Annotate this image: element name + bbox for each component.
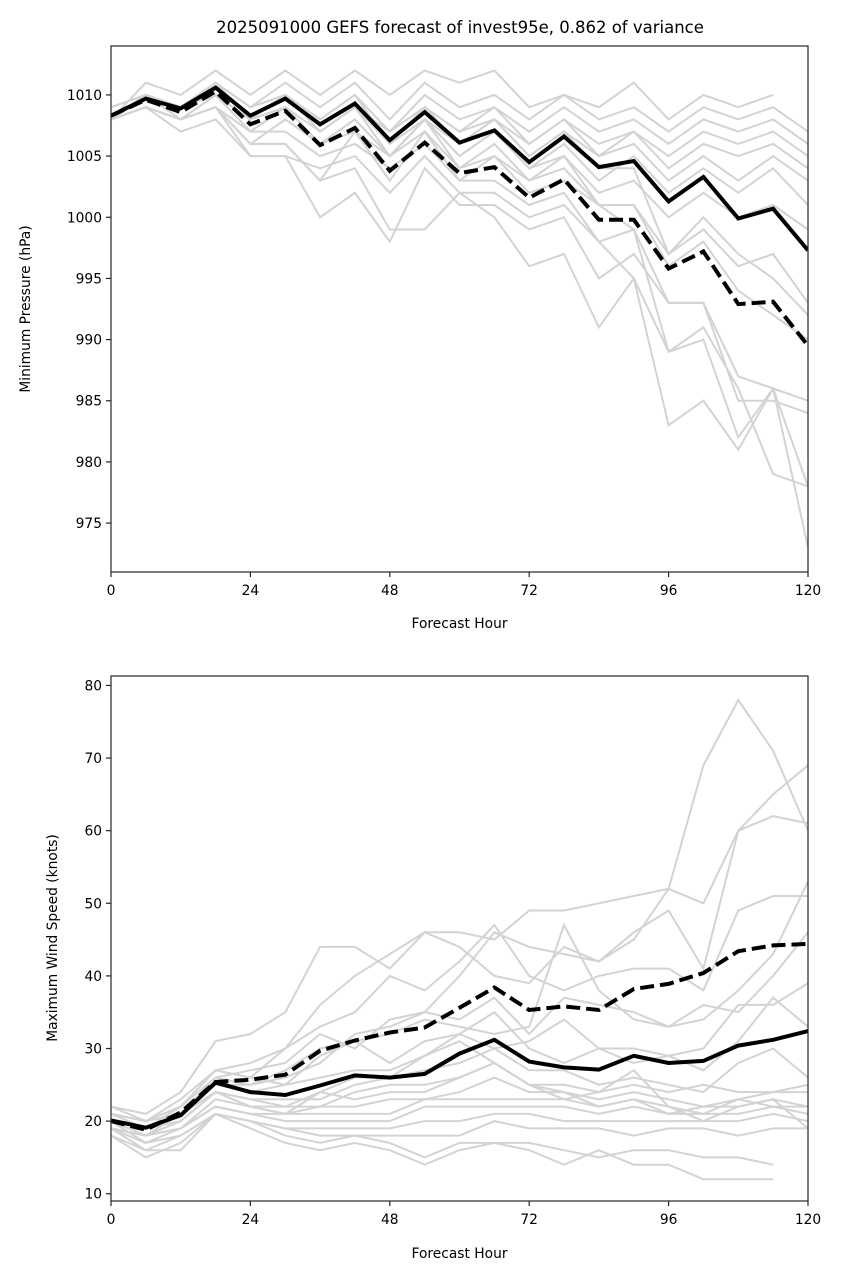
pressure-x-tick-label: 48 <box>381 583 399 599</box>
pressure-y-tick-label: 995 <box>76 271 102 287</box>
pressure-y-tick-label: 1005 <box>67 149 102 165</box>
wind-series-member-16 <box>111 1112 774 1166</box>
wind-x-tick-label: 72 <box>520 1212 538 1228</box>
wind-y-tick-label: 10 <box>84 1187 102 1203</box>
wind-y-tick-label: 80 <box>84 678 102 694</box>
pressure-series-member-11 <box>111 106 808 414</box>
pressure-y-tick-label: 980 <box>76 455 102 471</box>
pressure-y-ticks: 975 980 985 990 995 1000 1005 1010 <box>67 88 111 532</box>
wind-series-member-17 <box>111 1112 774 1181</box>
pressure-x-tick-label: 24 <box>242 583 260 599</box>
wind-series-member-5 <box>111 881 808 1130</box>
pressure-series-mean-solid <box>111 85 808 252</box>
wind-y-tick-label: 30 <box>84 1042 102 1058</box>
pressure-series-member-3 <box>111 81 808 146</box>
wind-y-tick-label: 40 <box>84 969 102 985</box>
pressure-y-tick-label: 1010 <box>67 88 102 104</box>
wind-x-ticks: 0 24 48 72 96 120 <box>107 1201 821 1228</box>
pressure-y-tick-label: 990 <box>76 333 102 349</box>
pressure-y-tick-label: 985 <box>76 394 102 410</box>
wind-series-member-19 <box>111 1040 808 1123</box>
pressure-series-member-12 <box>111 106 808 487</box>
wind-series-member-13 <box>111 1105 808 1145</box>
pressure-x-ticks: 0 24 48 72 96 120 <box>107 572 821 599</box>
wind-series-member-18 <box>111 1061 808 1130</box>
wind-panel: 0 24 48 72 96 120 10 20 30 40 50 60 70 80 Forecast H… <box>45 675 821 1262</box>
pressure-series-member-13 <box>111 106 808 548</box>
pressure-series-member-7 <box>111 93 808 206</box>
wind-y-tick-label: 50 <box>84 896 102 912</box>
pressure-y-tick-label: 975 <box>76 516 102 532</box>
pressure-axes-frame <box>110 45 809 573</box>
wind-y-tick-label: 60 <box>84 824 102 840</box>
pressure-series-member-16 <box>111 81 808 316</box>
pressure-y-axis-label: Minimum Pressure (hPa) <box>18 225 34 392</box>
wind-series-member-12 <box>111 1098 808 1137</box>
wind-y-axis-label: Maximum Wind Speed (knots) <box>45 834 61 1042</box>
pressure-series <box>111 69 808 548</box>
pressure-series-member-4 <box>111 93 808 158</box>
wind-x-tick-label: 96 <box>660 1212 678 1228</box>
wind-series-member-1 <box>111 698 808 1123</box>
pressure-x-axis-label: Forecast Hour <box>412 616 508 632</box>
wind-series-mean-dashed <box>111 941 808 1132</box>
pressure-series-mean-dashed <box>111 88 808 347</box>
pressure-series-member-14 <box>111 93 808 488</box>
wind-series-member-6 <box>111 922 808 1130</box>
wind-series-member-15 <box>111 1112 808 1152</box>
wind-series-mean-solid <box>111 1029 808 1130</box>
wind-x-tick-label: 120 <box>795 1212 821 1228</box>
wind-y-tick-label: 20 <box>84 1114 102 1130</box>
pressure-series-member-1 <box>111 69 774 121</box>
wind-series <box>111 698 808 1181</box>
pressure-x-tick-label: 0 <box>107 583 116 599</box>
wind-series-member-11 <box>111 1076 808 1137</box>
pressure-x-tick-label: 96 <box>660 583 678 599</box>
pressure-x-tick-label: 72 <box>520 583 538 599</box>
pressure-y-tick-label: 1000 <box>67 210 102 226</box>
wind-axes-frame <box>110 675 809 1202</box>
wind-x-axis-label: Forecast Hour <box>412 1246 508 1262</box>
wind-x-tick-label: 48 <box>381 1212 399 1228</box>
wind-y-tick-label: 70 <box>84 751 102 767</box>
wind-y-ticks: 10 20 30 40 50 60 70 80 <box>84 678 111 1203</box>
pressure-x-tick-label: 120 <box>795 583 821 599</box>
chart-title: 2025091000 GEFS forecast of invest95e, 0… <box>216 18 704 37</box>
wind-x-tick-label: 0 <box>107 1212 116 1228</box>
wind-x-tick-label: 24 <box>242 1212 260 1228</box>
wind-series-member-3 <box>111 764 808 1115</box>
pressure-panel: 0 24 48 72 96 120 975 980 985 990 995 1000 1005 1010… <box>18 45 821 632</box>
wind-series-member-4 <box>111 895 808 1130</box>
